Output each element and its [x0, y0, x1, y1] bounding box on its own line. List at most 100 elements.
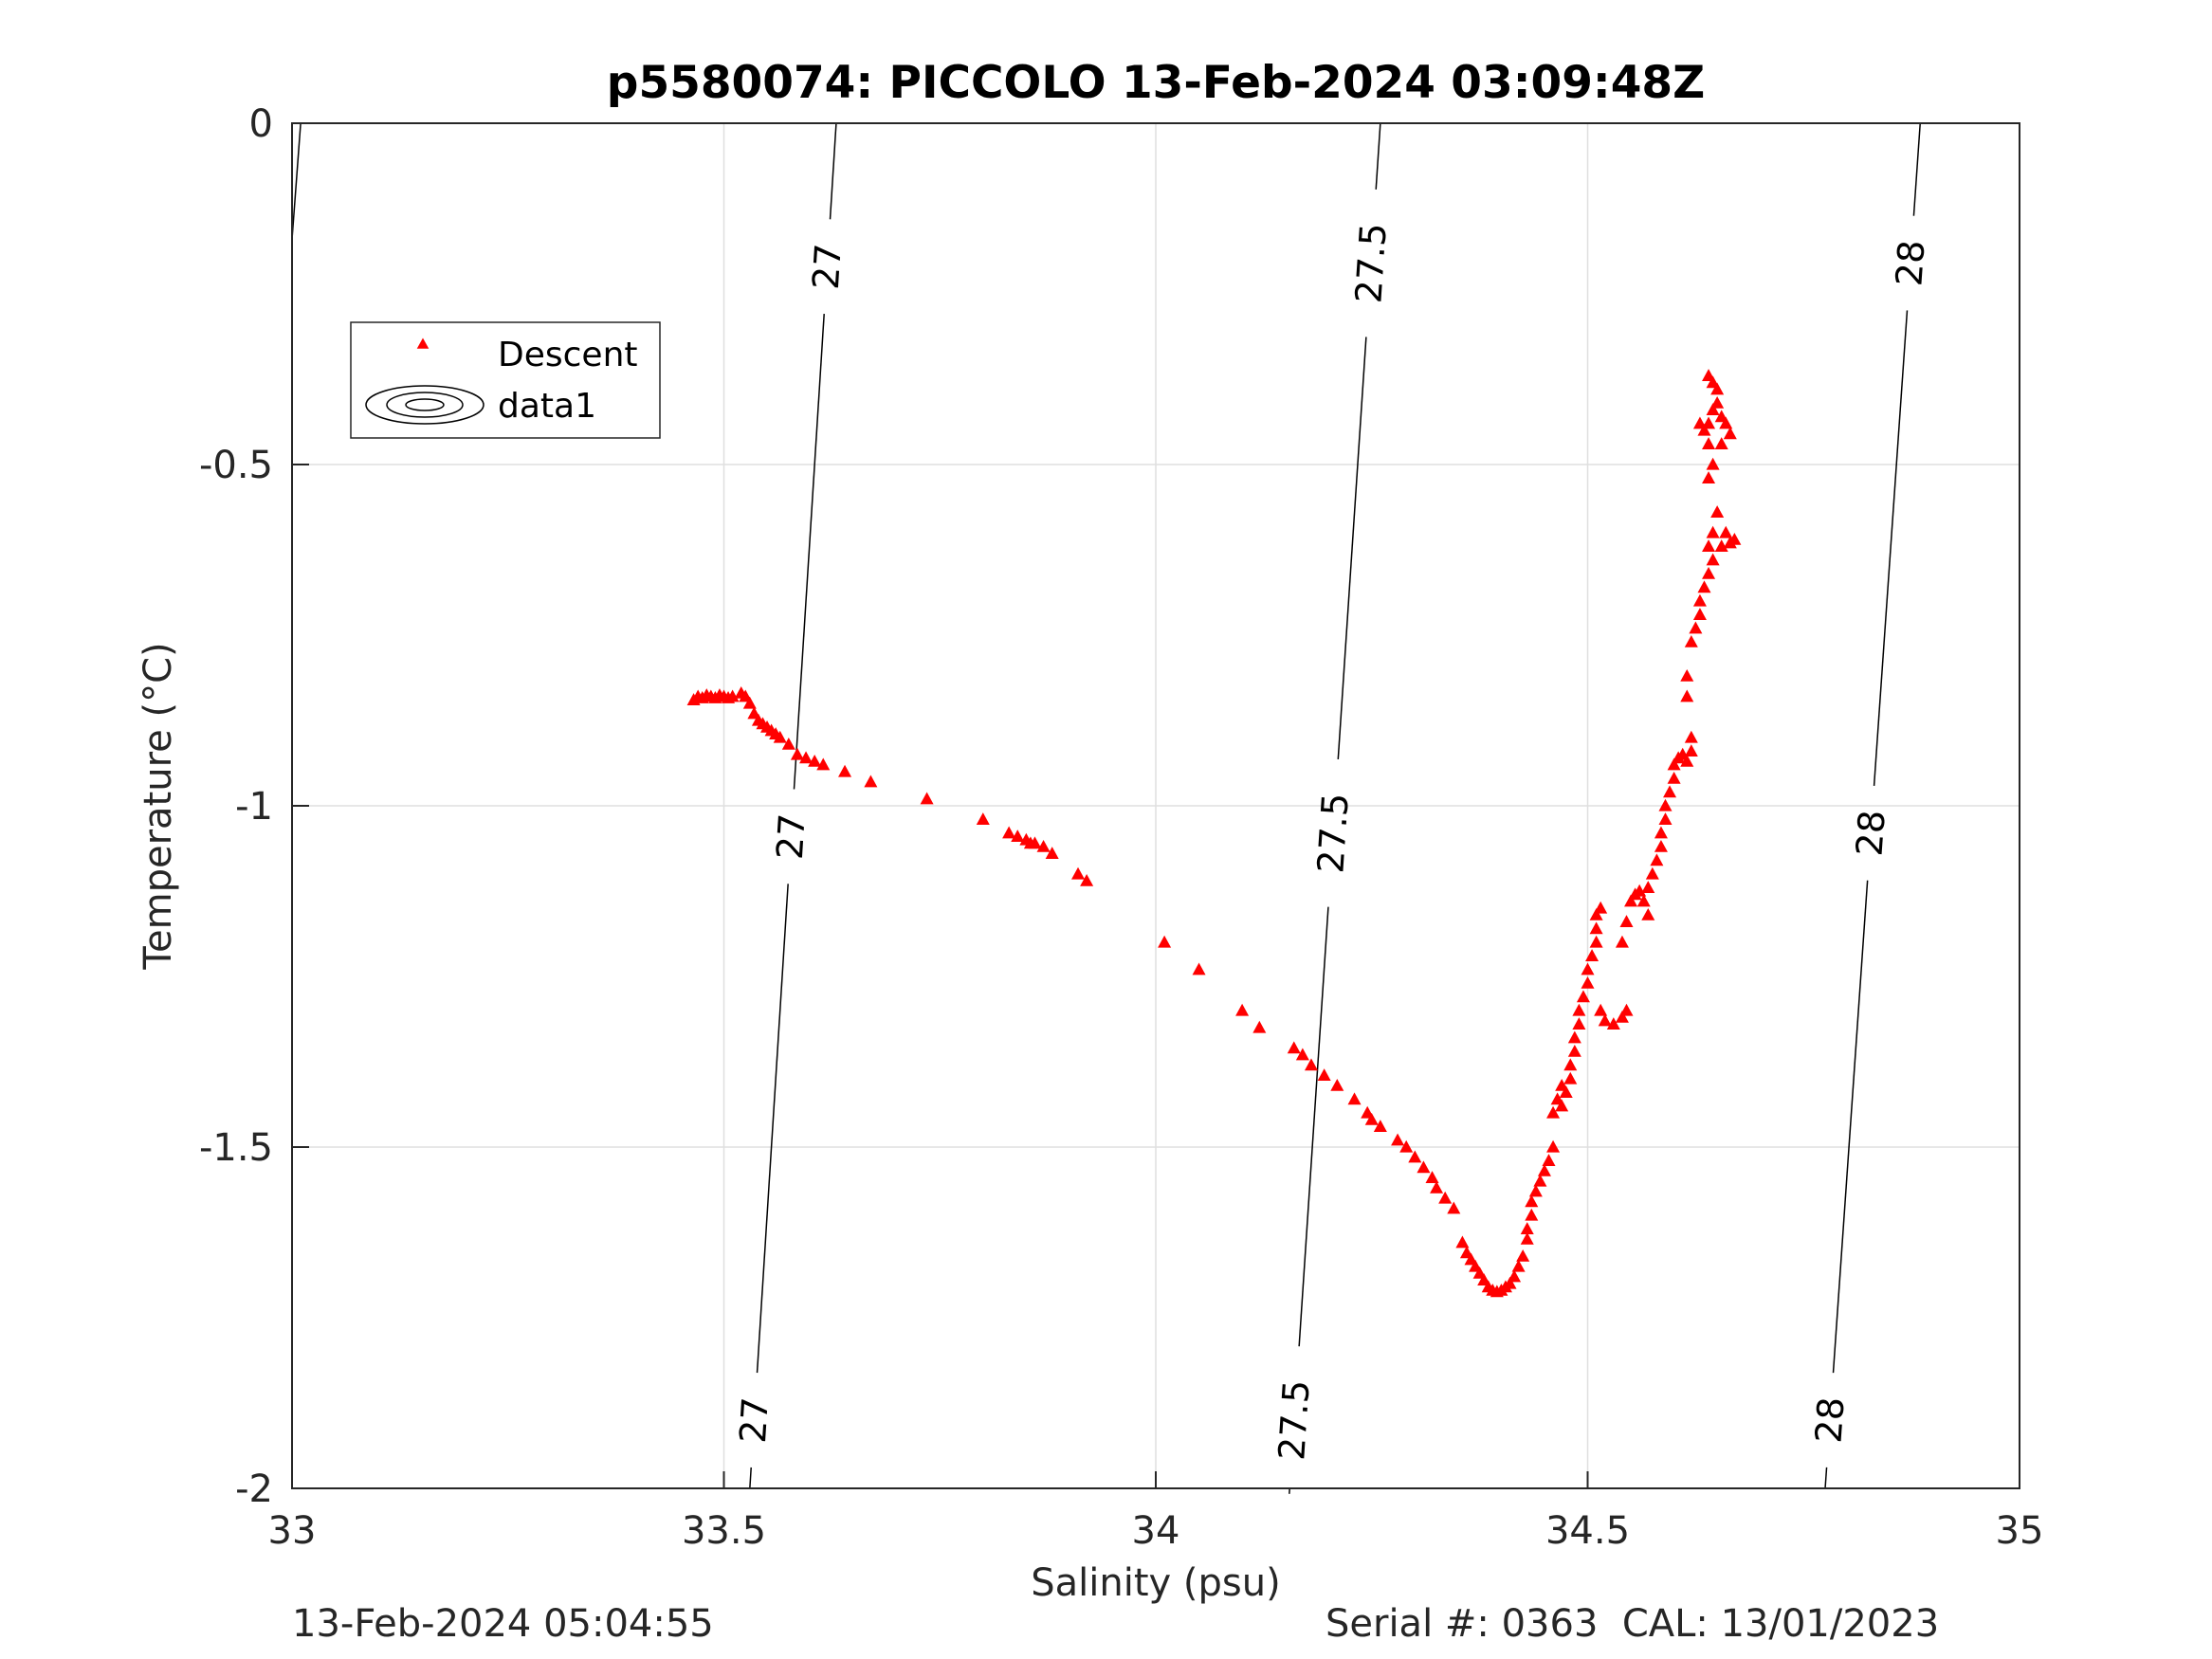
descent-point: [1697, 580, 1711, 593]
descent-point: [1728, 532, 1742, 545]
descent-point: [1654, 839, 1668, 852]
descent-point: [1697, 423, 1711, 436]
descent-point: [816, 757, 831, 771]
descent-point: [1650, 853, 1664, 866]
descent-point: [1028, 836, 1042, 849]
descent-point: [1702, 437, 1716, 449]
descent-point: [1287, 1041, 1301, 1054]
descent-point: [1680, 754, 1694, 767]
descent-point: [1528, 1184, 1543, 1197]
descent-point: [1537, 1163, 1551, 1176]
isopycnal-line: [1832, 880, 1869, 1374]
isopycnal-label: 27.5: [1347, 222, 1395, 304]
descent-point: [1581, 962, 1595, 975]
descent-point: [1503, 1276, 1517, 1289]
footer-timestamp: 13-Feb-2024 05:04:55: [292, 1602, 714, 1646]
descent-point: [1417, 1160, 1431, 1174]
descent-point: [1036, 839, 1051, 852]
isopycnal-line: [1824, 1467, 1828, 1489]
descent-series: [686, 369, 1742, 1298]
descent-point: [1585, 949, 1600, 962]
descent-point: [1563, 1058, 1578, 1071]
descent-point: [773, 730, 787, 743]
x-tick-label: 34: [1132, 1509, 1180, 1553]
descent-point: [799, 751, 814, 764]
isopycnal-label: 27: [769, 812, 814, 861]
descent-point: [1606, 1017, 1620, 1030]
x-tick-label: 33.5: [682, 1509, 766, 1553]
isopycnal-line: [793, 314, 825, 790]
isopycnal-line: [749, 1467, 752, 1489]
descent-point: [1706, 525, 1720, 538]
descent-point: [1619, 1003, 1634, 1016]
descent-point: [808, 754, 822, 767]
descent-point: [1576, 990, 1590, 1003]
descent-point: [1373, 1120, 1387, 1133]
isopycnal-line: [1873, 310, 1909, 786]
x-tick-label: 34.5: [1545, 1509, 1630, 1553]
descent-point: [1559, 1085, 1573, 1099]
x-tick-label: 33: [268, 1509, 317, 1553]
descent-point: [1594, 1003, 1608, 1016]
descent-point: [1477, 1273, 1491, 1286]
descent-point: [742, 696, 757, 709]
isopycnal-contours: 27 27 27 27.5 27.5 27.5 28 28 28: [291, 122, 1933, 1494]
descent-point: [1692, 593, 1707, 607]
descent-point: [1508, 1269, 1522, 1283]
descent-point: [1080, 873, 1094, 886]
descent-point: [1714, 539, 1728, 553]
descent-point: [1525, 1208, 1539, 1221]
descent-point: [1533, 1174, 1547, 1187]
descent-point: [1361, 1105, 1375, 1119]
descent-point: [739, 689, 753, 702]
axis-ticks: 33 33.5 34 34.5 35 0 -0.5 -1 -1.5 -2: [199, 102, 2044, 1553]
isopycnal-line: [291, 122, 302, 240]
descent-point: [1347, 1092, 1362, 1105]
descent-point: [1520, 1231, 1534, 1245]
descent-point: [1563, 1071, 1578, 1085]
y-axis-label: Temperature (°C): [137, 642, 180, 970]
y-tick-label: -1.5: [199, 1126, 273, 1170]
y-tick-label: -1: [235, 785, 273, 829]
descent-point: [1555, 1078, 1569, 1091]
legend-entry-descent: Descent: [498, 336, 638, 374]
descent-point: [1654, 826, 1668, 839]
isopycnal-line: [1912, 122, 1921, 216]
descent-point: [790, 747, 804, 760]
isopycnal-label: 27: [732, 1395, 777, 1444]
descent-point: [1702, 566, 1716, 579]
descent-point: [1555, 1099, 1569, 1112]
descent-point: [1684, 634, 1698, 647]
descent-point: [1464, 1252, 1478, 1266]
isopycnal-line: [1375, 122, 1381, 190]
descent-point: [1615, 935, 1629, 948]
descent-point: [1516, 1249, 1530, 1262]
descent-point: [1399, 1139, 1414, 1153]
descent-point: [1719, 416, 1733, 429]
descent-point: [1438, 1191, 1453, 1204]
descent-point: [1002, 826, 1016, 839]
descent-point: [1235, 1003, 1250, 1016]
descent-point: [1702, 369, 1716, 381]
descent-point: [1567, 1044, 1581, 1057]
descent-point: [1252, 1020, 1267, 1033]
isopycnal-line: [756, 884, 789, 1374]
descent-point: [1304, 1058, 1318, 1071]
descent-point: [1692, 416, 1707, 429]
descent-point: [747, 706, 761, 720]
descent-point: [1581, 975, 1595, 989]
isopycnal-label: 27.5: [1271, 1378, 1318, 1461]
legend-contour-icon: [365, 385, 484, 425]
descent-point: [1459, 1246, 1473, 1259]
descent-point: [781, 737, 795, 750]
descent-point: [1706, 553, 1720, 566]
descent-point: [1706, 457, 1720, 470]
descent-point: [1391, 1133, 1405, 1146]
descent-point: [1723, 427, 1737, 440]
descent-point: [1447, 1201, 1461, 1214]
descent-point: [1689, 621, 1703, 634]
descent-point: [1641, 881, 1655, 894]
descent-point: [1706, 375, 1720, 389]
descent-point: [864, 775, 878, 788]
descent-point: [1589, 935, 1603, 948]
